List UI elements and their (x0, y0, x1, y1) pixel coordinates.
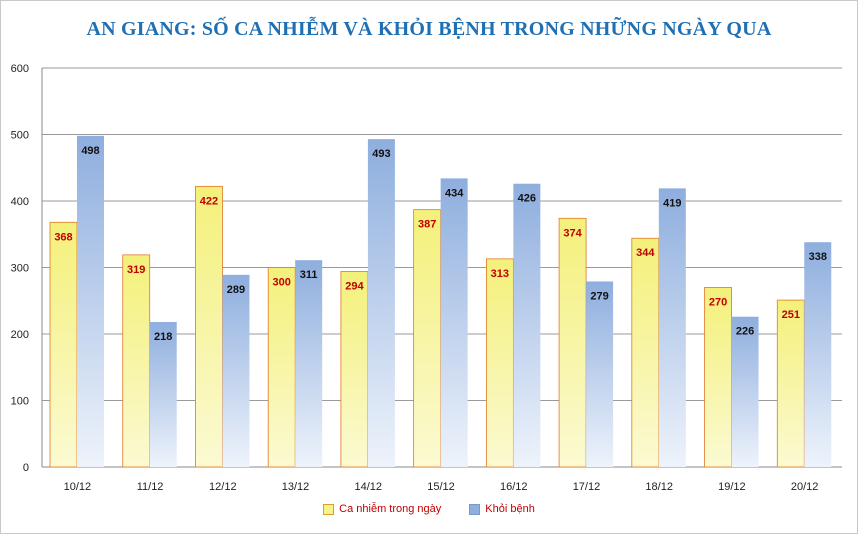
x-tick-label-14/12: 14/12 (355, 481, 383, 493)
data-label-recovered-14/12: 493 (372, 148, 390, 160)
data-label-cases-17/12: 374 (563, 227, 582, 239)
bar-recovered-15/12 (440, 178, 468, 467)
y-tick-label-400: 400 (11, 196, 29, 208)
data-label-cases-19/12: 270 (709, 296, 727, 308)
bar-recovered-11/12 (149, 322, 177, 467)
x-tick-label-18/12: 18/12 (645, 481, 673, 493)
bar-recovered-12/12 (222, 274, 250, 467)
data-label-recovered-13/12: 311 (300, 269, 318, 281)
chart-title: AN GIANG: SỐ CA NHIỄM VÀ KHỎI BỆNH TRONG… (86, 18, 772, 40)
data-label-cases-13/12: 300 (273, 277, 291, 289)
data-label-recovered-16/12: 426 (518, 193, 536, 205)
legend-swatch-recovered (469, 503, 481, 515)
bar-recovered-10/12 (77, 135, 104, 467)
x-tick-label-19/12: 19/12 (718, 481, 746, 493)
y-tick-label-600: 600 (11, 63, 29, 75)
data-label-recovered-15/12: 434 (445, 187, 464, 199)
y-tick-label-0: 0 (23, 462, 29, 474)
legend-label-recovered: Khỏi bệnh (485, 503, 535, 515)
bar-cases-18/12 (631, 237, 660, 468)
x-tick-label-20/12: 20/12 (791, 481, 819, 493)
x-tick-label-11/12: 11/12 (137, 481, 164, 493)
bar-recovered-13/12 (295, 260, 323, 467)
data-label-cases-10/12: 368 (54, 231, 72, 243)
bar-recovered-19/12 (731, 316, 759, 467)
data-label-recovered-19/12: 226 (736, 326, 754, 338)
y-tick-label-500: 500 (11, 130, 29, 142)
data-label-recovered-18/12: 419 (663, 197, 681, 209)
legend-item-recovered: Khỏi bệnh (469, 503, 535, 515)
bar-cases-16/12 (485, 258, 514, 468)
y-tick-label-300: 300 (11, 263, 29, 275)
bar-recovered-14/12 (367, 139, 395, 467)
bar-cases-17/12 (558, 217, 587, 468)
bar-recovered-18/12 (658, 188, 686, 468)
data-label-cases-14/12: 294 (345, 280, 364, 292)
legend-label-cases: Ca nhiễm trong ngày (339, 503, 442, 515)
y-tick-label-200: 200 (11, 329, 29, 341)
bar-recovered-16/12 (513, 183, 541, 467)
data-label-cases-20/12: 251 (782, 309, 800, 321)
data-label-recovered-20/12: 338 (809, 251, 827, 263)
data-label-cases-18/12: 344 (636, 247, 655, 259)
bar-recovered-20/12 (804, 242, 832, 467)
data-label-recovered-17/12: 279 (590, 290, 608, 302)
bar-cases-11/12 (122, 254, 151, 468)
data-label-cases-11/12: 319 (127, 264, 145, 276)
data-label-recovered-12/12: 289 (227, 284, 245, 296)
data-label-cases-15/12: 387 (418, 219, 436, 231)
x-tick-label-15/12: 15/12 (427, 481, 455, 493)
bar-cases-20/12 (776, 299, 805, 468)
x-tick-label-10/12: 10/12 (64, 481, 92, 493)
y-tick-label-100: 100 (11, 396, 29, 408)
x-tick-label-16/12: 16/12 (500, 481, 528, 493)
bar-cases-15/12 (413, 209, 442, 468)
legend: Ca nhiễm trong ngày Khỏi bệnh (0, 503, 858, 515)
bar-cases-14/12 (340, 271, 369, 468)
legend-swatch-cases (323, 503, 335, 515)
bar-cases-19/12 (704, 287, 732, 468)
data-label-recovered-10/12: 498 (81, 145, 99, 157)
bar-cases-10/12 (49, 221, 78, 468)
legend-item-cases: Ca nhiễm trong ngày (323, 503, 441, 515)
data-label-cases-16/12: 313 (491, 268, 509, 280)
bar-cases-13/12 (267, 267, 296, 468)
data-label-recovered-11/12: 218 (154, 331, 172, 343)
x-tick-label-17/12: 17/12 (573, 481, 601, 493)
x-tick-label-13/12: 13/12 (282, 481, 310, 493)
data-label-cases-12/12: 422 (200, 195, 218, 207)
bar-cases-12/12 (195, 185, 223, 468)
bar-recovered-17/12 (586, 281, 614, 467)
x-tick-label-12/12: 12/12 (209, 481, 237, 493)
